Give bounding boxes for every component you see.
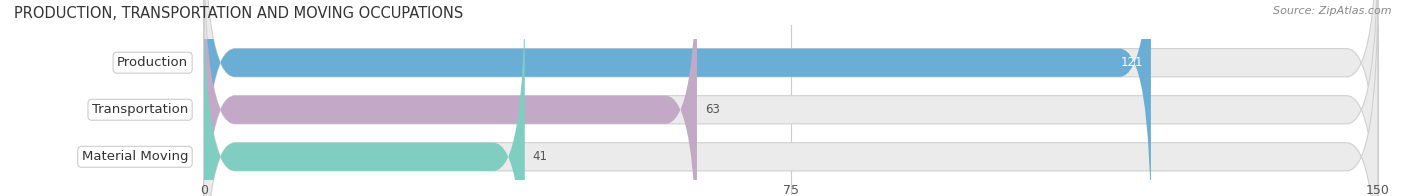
Text: 63: 63 [704,103,720,116]
FancyBboxPatch shape [204,0,697,196]
Text: 121: 121 [1121,56,1143,69]
FancyBboxPatch shape [204,0,1378,196]
Text: Production: Production [117,56,188,69]
Text: Material Moving: Material Moving [82,150,188,163]
FancyBboxPatch shape [204,0,1378,196]
Text: Source: ZipAtlas.com: Source: ZipAtlas.com [1274,6,1392,16]
Text: Transportation: Transportation [91,103,188,116]
FancyBboxPatch shape [204,0,524,196]
Text: PRODUCTION, TRANSPORTATION AND MOVING OCCUPATIONS: PRODUCTION, TRANSPORTATION AND MOVING OC… [14,6,464,21]
FancyBboxPatch shape [204,0,1152,196]
Text: 41: 41 [533,150,547,163]
FancyBboxPatch shape [204,0,1378,196]
